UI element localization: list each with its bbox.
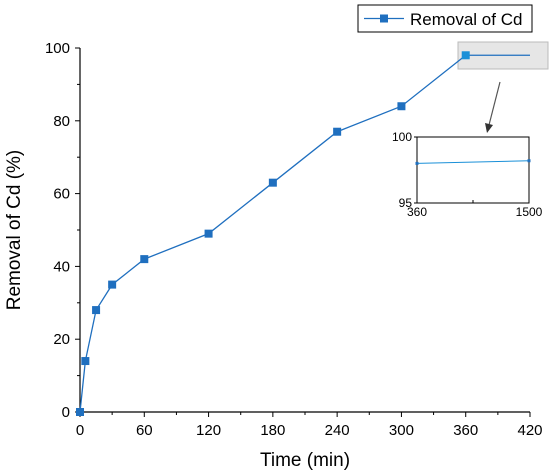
legend-label: Removal of Cd: [410, 10, 522, 29]
x-tick-label: 420: [517, 422, 542, 439]
y-tick-label: 40: [53, 258, 70, 275]
series-layer: [76, 51, 530, 416]
inset-series-line: [416, 160, 530, 164]
inset-series: [415, 159, 531, 165]
inset-frame: [416, 136, 530, 204]
x-ticks: 0 60 120 180 240 300 360 420: [76, 412, 543, 439]
data-point: [76, 408, 84, 416]
y-tick-label: 80: [53, 113, 70, 130]
legend: Removal of Cd: [357, 4, 533, 33]
x-tick-label: 60: [136, 422, 153, 439]
y-tick-label: 60: [53, 186, 70, 203]
y-tick-label: 0: [62, 404, 70, 421]
x-tick-label: 360: [453, 422, 478, 439]
plot-area: 0 60 120 180 240 300 360 420 0 20 40 60 80 100: [45, 40, 543, 439]
inset-x-tick-label: 1500: [516, 205, 543, 219]
inset-data-point: [415, 161, 419, 165]
inset-chart: 360 1500 95 100: [392, 130, 543, 219]
zoom-arrow: [485, 81, 501, 133]
series-line: [79, 54, 530, 413]
inset-data-point: [527, 159, 531, 163]
data-point: [108, 280, 117, 289]
y-axis-title: Removal of Cd (%): [4, 150, 25, 311]
y-tick-label: 100: [45, 40, 70, 57]
data-point: [92, 306, 101, 315]
x-tick-label: 180: [260, 422, 285, 439]
data-point: [397, 102, 406, 111]
x-tick-label: 240: [325, 422, 350, 439]
x-axis-title: Time (min): [260, 450, 350, 471]
inset-ticks: 360 1500 95 100: [392, 130, 543, 219]
inset-y-tick-label: 95: [399, 196, 413, 210]
data-point: [81, 357, 90, 366]
data-point: [461, 51, 470, 60]
data-point: [333, 127, 342, 136]
data-point: [268, 178, 277, 187]
x-tick-label: 120: [196, 422, 221, 439]
data-point: [204, 229, 213, 238]
legend-marker: [380, 14, 388, 23]
inset-y-tick-label: 100: [392, 130, 412, 144]
x-tick-label: 0: [76, 422, 84, 439]
data-point: [140, 255, 149, 264]
y-tick-label: 20: [53, 331, 70, 348]
x-tick-label: 300: [389, 422, 414, 439]
inset-x-tick-label: 360: [407, 205, 427, 219]
y-ticks: 0 20 40 60 80 100: [45, 40, 80, 421]
